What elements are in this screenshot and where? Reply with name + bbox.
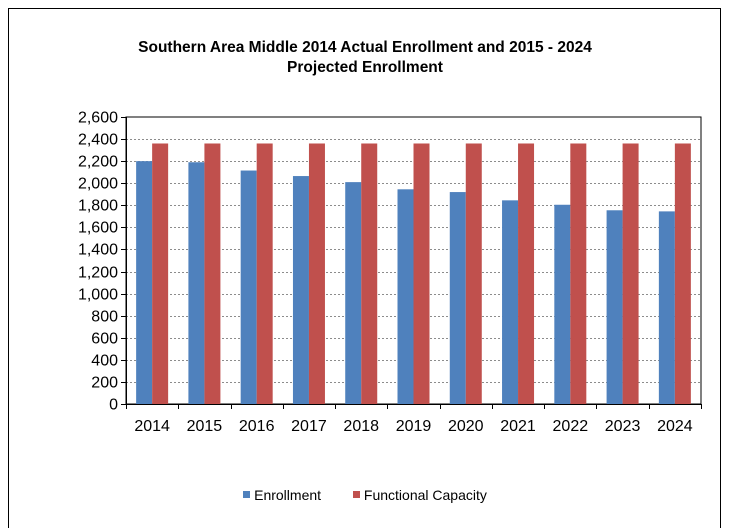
- bar-functional-capacity: [152, 143, 169, 404]
- x-tick-label: 2014: [134, 418, 170, 435]
- x-tick-label: 2021: [500, 418, 536, 435]
- x-tick-label: 2017: [291, 418, 327, 435]
- x-tick-label: 2024: [657, 418, 693, 435]
- legend-label-functional-capacity: Functional Capacity: [363, 486, 487, 503]
- y-tick-label: 2,200: [78, 154, 118, 171]
- y-tick-label: 800: [91, 309, 118, 326]
- y-tick-label: 2,000: [78, 176, 118, 193]
- bar-enrollment: [502, 200, 519, 404]
- bar-functional-capacity: [518, 143, 535, 404]
- y-tick-label: 600: [91, 331, 118, 348]
- legend-item-functional-capacity: Functional Capacity: [352, 486, 487, 503]
- y-tick-label: 1,200: [78, 265, 118, 282]
- bar-functional-capacity: [622, 143, 639, 404]
- chart-title-line-1: Southern Area Middle 2014 Actual Enrollm…: [138, 39, 592, 56]
- bar-functional-capacity: [204, 143, 221, 404]
- x-tick-label: 2015: [187, 418, 223, 435]
- x-tick-label: 2022: [553, 418, 589, 435]
- bar-functional-capacity: [465, 143, 482, 404]
- y-tick-label: 0: [109, 397, 118, 414]
- x-tick-label: 2020: [448, 418, 484, 435]
- bar-enrollment: [449, 192, 466, 404]
- legend: Enrollment Functional Capacity: [0, 485, 730, 503]
- legend-item-enrollment: Enrollment: [243, 487, 321, 503]
- y-tick-label: 2,400: [78, 132, 118, 149]
- bar-functional-capacity: [570, 143, 587, 404]
- y-tick-label: 200: [91, 375, 118, 392]
- legend-label-enrollment: Enrollment: [254, 486, 322, 503]
- bar-enrollment: [658, 211, 675, 404]
- y-tick-label: 1,600: [78, 220, 118, 237]
- x-tick-label: 2023: [605, 418, 641, 435]
- y-tick-label: 1,800: [78, 198, 118, 215]
- legend-swatch-enrollment: [243, 491, 251, 498]
- bar-functional-capacity: [413, 143, 430, 404]
- bar-functional-capacity: [361, 143, 378, 404]
- bar-functional-capacity: [256, 143, 273, 404]
- bar-enrollment: [397, 189, 414, 404]
- y-tick-label: 1,000: [78, 287, 118, 304]
- bar-enrollment: [136, 161, 153, 404]
- legend-swatch-functional-capacity: [352, 491, 360, 498]
- x-tick-label: 2018: [343, 418, 379, 435]
- bar-enrollment: [345, 182, 362, 404]
- bar-enrollment: [554, 204, 571, 404]
- bar-functional-capacity: [674, 143, 691, 404]
- bar-enrollment: [188, 162, 205, 404]
- bar-functional-capacity: [308, 143, 325, 404]
- bar-enrollment: [292, 176, 309, 404]
- x-tick-label: 2016: [239, 418, 275, 435]
- chart-title: Southern Area Middle 2014 Actual Enrollm…: [0, 38, 730, 78]
- bar-enrollment: [606, 210, 623, 404]
- bar-enrollment: [240, 170, 257, 404]
- y-tick-label: 1,400: [78, 242, 118, 259]
- y-tick-label: 400: [91, 353, 118, 370]
- chart-title-line-2: Projected Enrollment: [287, 59, 443, 76]
- chart-frame: [8, 8, 721, 528]
- y-tick-label: 2,600: [78, 110, 118, 127]
- x-tick-label: 2019: [396, 418, 432, 435]
